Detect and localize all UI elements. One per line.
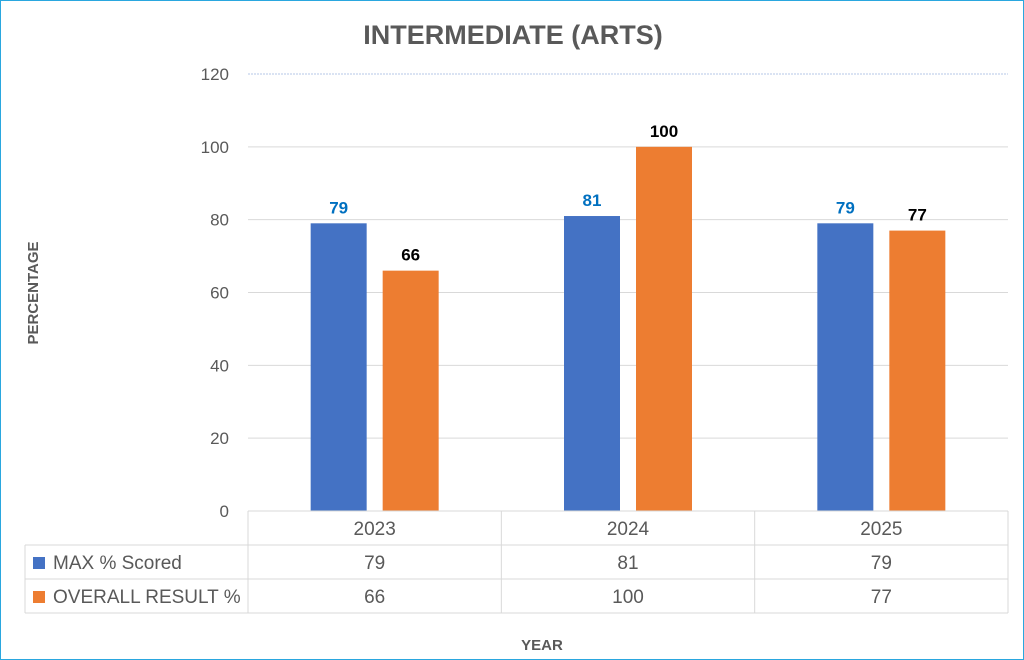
legend-label: OVERALL RESULT % — [53, 587, 241, 608]
category-label: 2024 — [607, 519, 650, 540]
bar-overall-result-2025 — [889, 230, 946, 511]
legend-swatch — [33, 557, 45, 569]
data-label: 66 — [401, 246, 420, 265]
data-label: 79 — [329, 198, 348, 217]
category-label: 2025 — [860, 519, 902, 540]
data-label: 100 — [650, 122, 678, 141]
bar-max-scored-2025 — [817, 223, 874, 511]
y-tick-label: 20 — [210, 429, 229, 448]
y-tick-label: 60 — [210, 284, 229, 303]
data-label: 79 — [836, 198, 855, 217]
legend-swatch — [33, 591, 45, 603]
table-cell: 100 — [612, 587, 644, 608]
bar-overall-result-2024 — [636, 146, 692, 512]
y-tick-label: 120 — [201, 65, 229, 84]
category-label: 2023 — [354, 519, 396, 540]
bar-max-scored-2023 — [310, 223, 367, 511]
bar-overall-result-2023 — [382, 270, 439, 511]
bar-max-scored-2024 — [564, 216, 620, 511]
y-tick-label: 100 — [201, 138, 229, 157]
y-axis-label: PERCENTAGE — [25, 241, 42, 344]
x-axis-label: YEAR — [521, 637, 563, 654]
data-label: 81 — [583, 191, 602, 210]
y-tick-label: 0 — [220, 502, 229, 521]
chart-title: INTERMEDIATE (ARTS) — [363, 20, 662, 50]
table-cell: 66 — [364, 587, 385, 608]
table-cell: 79 — [364, 553, 385, 574]
data-label: 77 — [908, 206, 927, 225]
table-cell: 79 — [871, 553, 892, 574]
y-tick-label: 40 — [210, 356, 229, 375]
table-cell: 81 — [617, 553, 638, 574]
table-cell: 77 — [871, 587, 892, 608]
y-tick-label: 80 — [210, 211, 229, 230]
legend-label: MAX % Scored — [53, 553, 182, 574]
